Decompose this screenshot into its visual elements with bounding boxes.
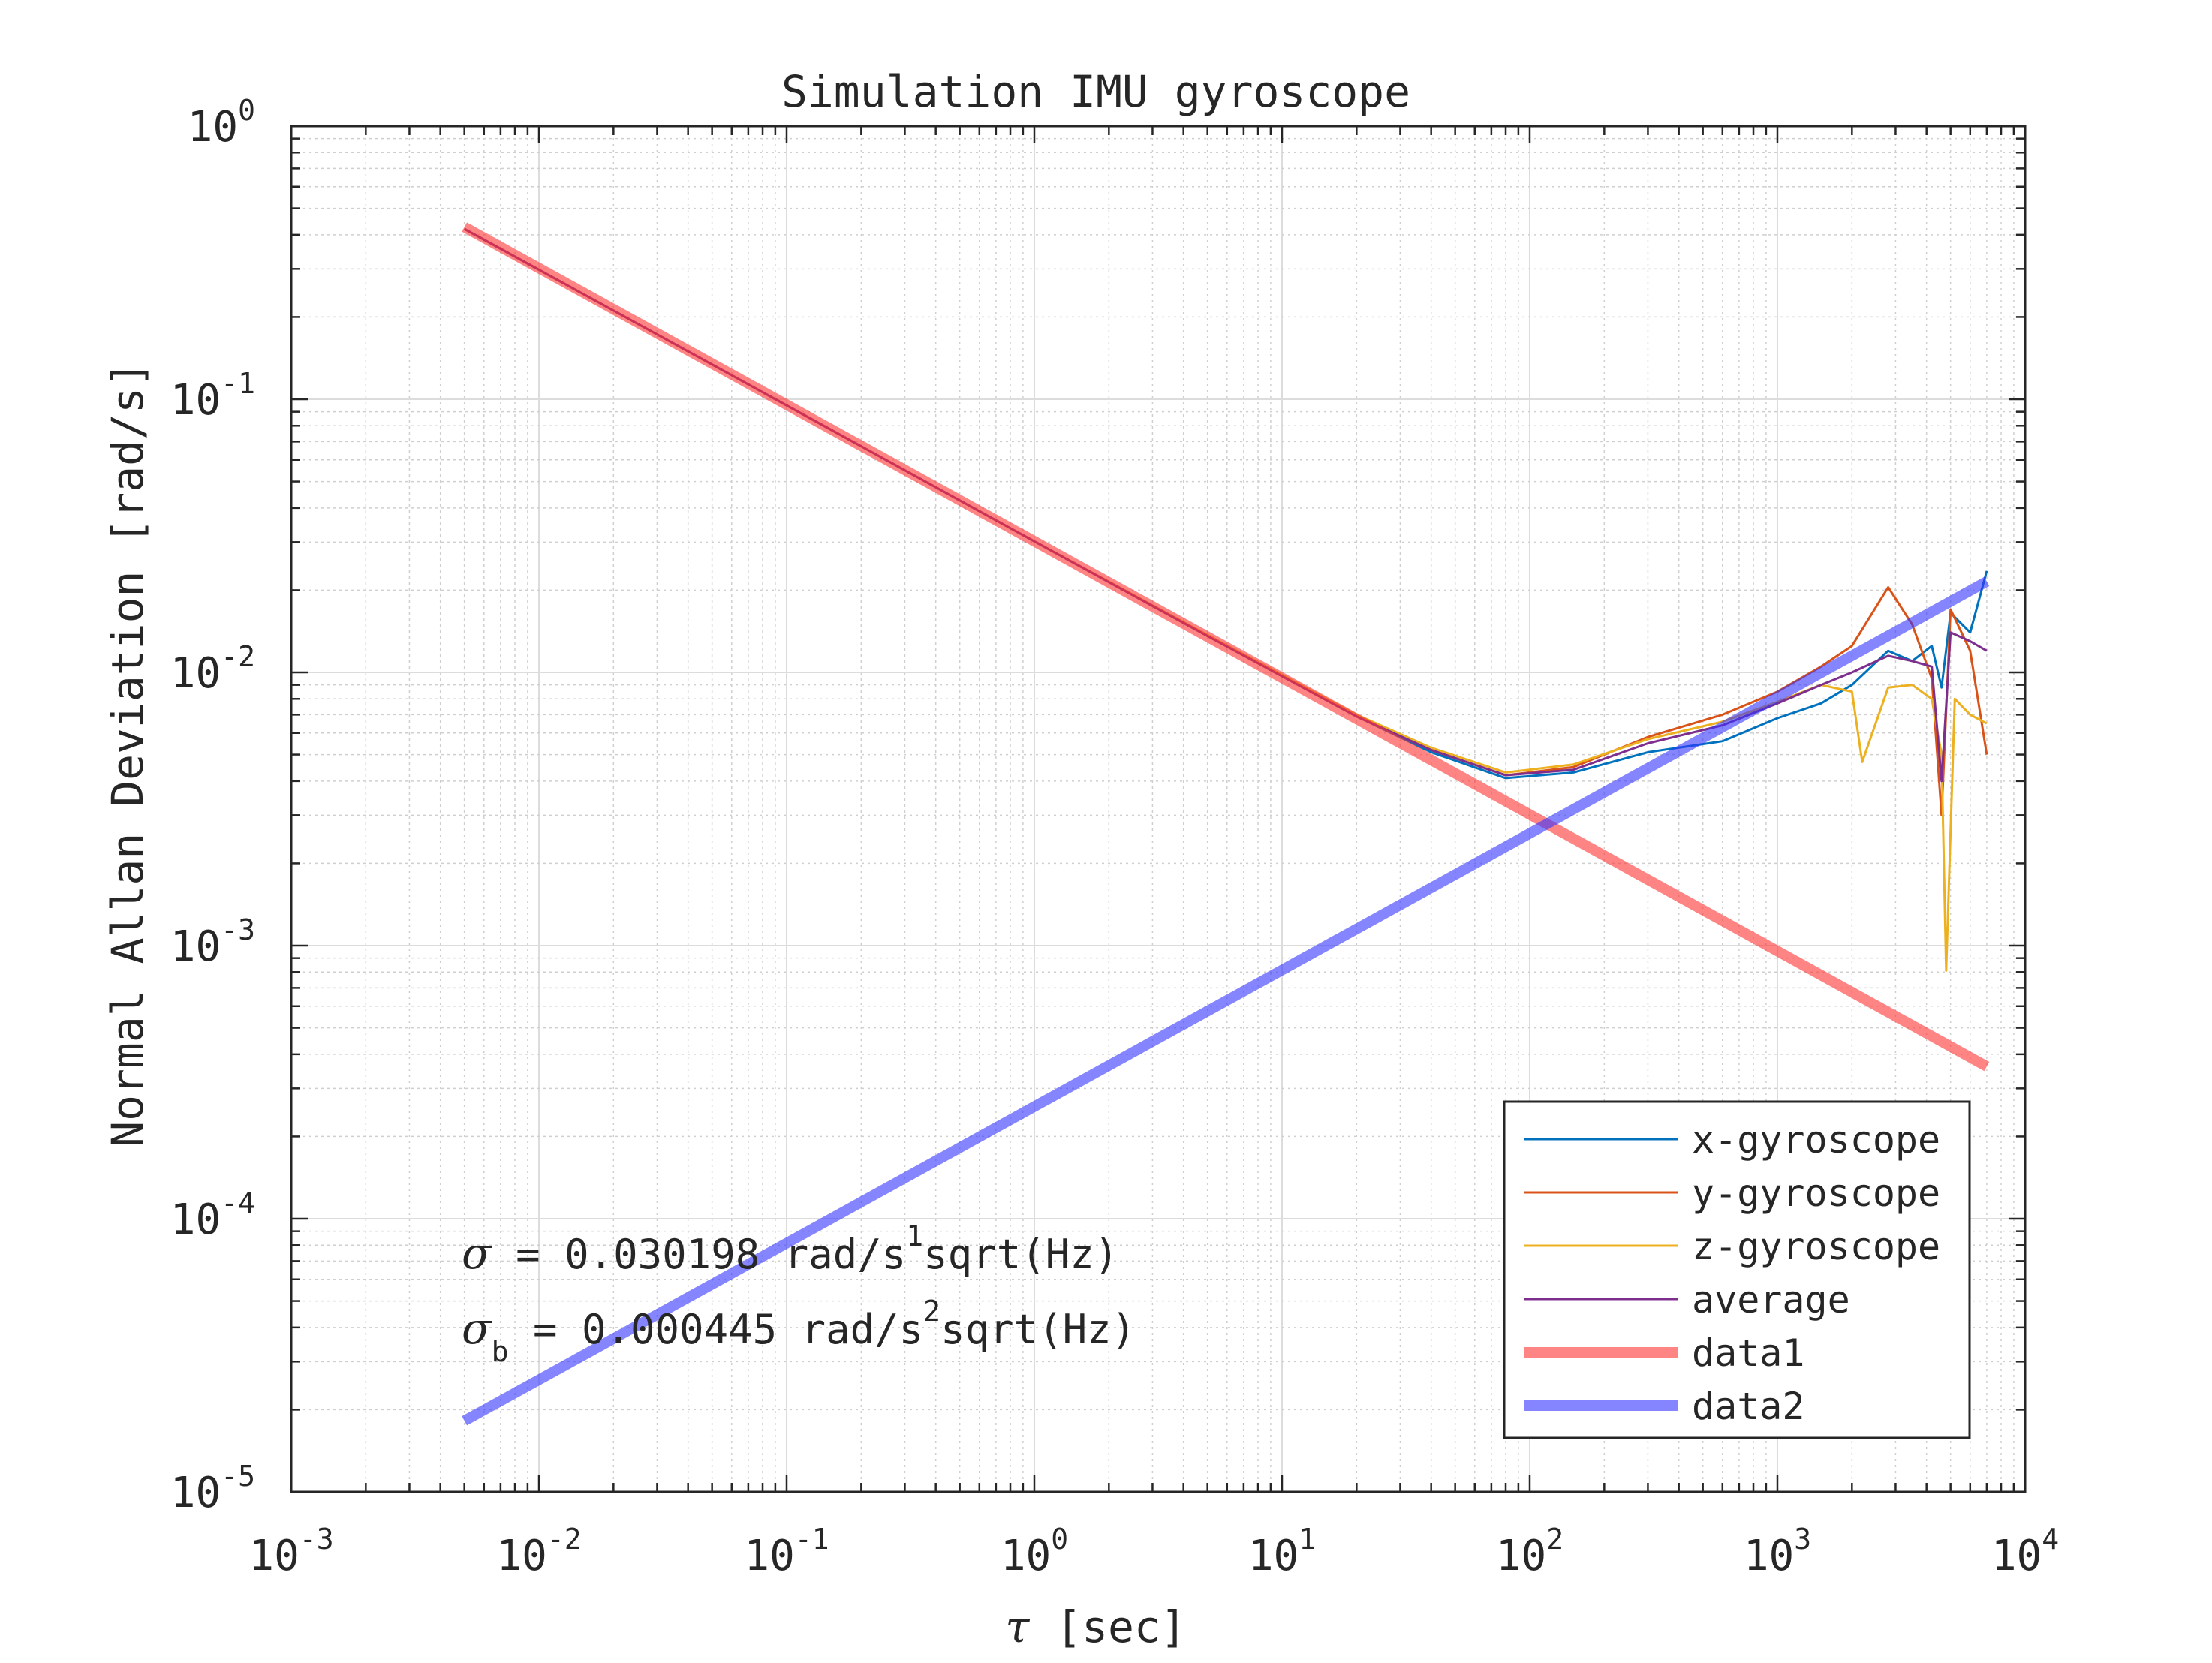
x-tick-label: 10-3 [248,1523,333,1580]
x-tick-label: 10-1 [744,1523,829,1580]
series-line-data1 [462,222,1990,1072]
legend-label-data1: data1 [1692,1331,1805,1375]
axes-box [290,125,2027,1493]
legend-label-z-gyroscope: z-gyroscope [1692,1225,1940,1268]
x-axis-label-text: [sec] [1029,1601,1187,1652]
x-tick-label: 104 [1991,1523,2059,1580]
axes-frame [290,125,2027,1493]
series-group [462,222,1990,1426]
legend-label-y-gyroscope: y-gyroscope [1692,1171,1940,1215]
tick-labels: 10-3 10-2 10-1 100 101 102 103 104 100 10-1 10-2 10… [170,94,2059,1580]
x-tick-label: 10-2 [496,1523,581,1580]
x-axis-label: τ [sec] [1005,1601,1187,1652]
grid [291,126,2025,1492]
y-tick-label: 10-5 [170,1460,255,1517]
sigma-annotation: σb = 0.000445 rad/s2sqrt(Hz) [462,1295,1136,1368]
y-tick-label: 10-4 [170,1186,255,1244]
legend: x-gyroscope y-gyroscope z-gyroscope average… [1503,1100,1971,1439]
legend-box [1503,1100,1971,1439]
sigma-annotation: σ = 0.030198 rad/s1sqrt(Hz) [462,1219,1118,1279]
y-tick-label: 10-3 [170,913,255,971]
annotations: σ = 0.030198 rad/s1sqrt(Hz) σb = 0.000445… [462,1219,1136,1368]
legend-label-data2: data2 [1692,1385,1805,1428]
x-tick-label: 100 [1001,1523,1068,1580]
series-line-data2 [462,576,1990,1426]
y-tick-label: 100 [188,94,255,152]
x-tick-label: 102 [1496,1523,1563,1580]
legend-label-average: average [1692,1278,1850,1322]
y-axis-label: Normal Allan Deviation [rad/s] [102,361,153,1147]
y-tick-label: 10-2 [170,640,255,698]
chart-title: Simulation IMU gyroscope [781,66,1410,117]
x-axis-label-symbol: τ [1005,1601,1030,1652]
y-tick-label: 10-1 [170,367,255,425]
x-tick-label: 101 [1248,1523,1316,1580]
legend-label-x-gyroscope: x-gyroscope [1692,1118,1940,1162]
x-tick-label: 103 [1744,1523,1811,1580]
